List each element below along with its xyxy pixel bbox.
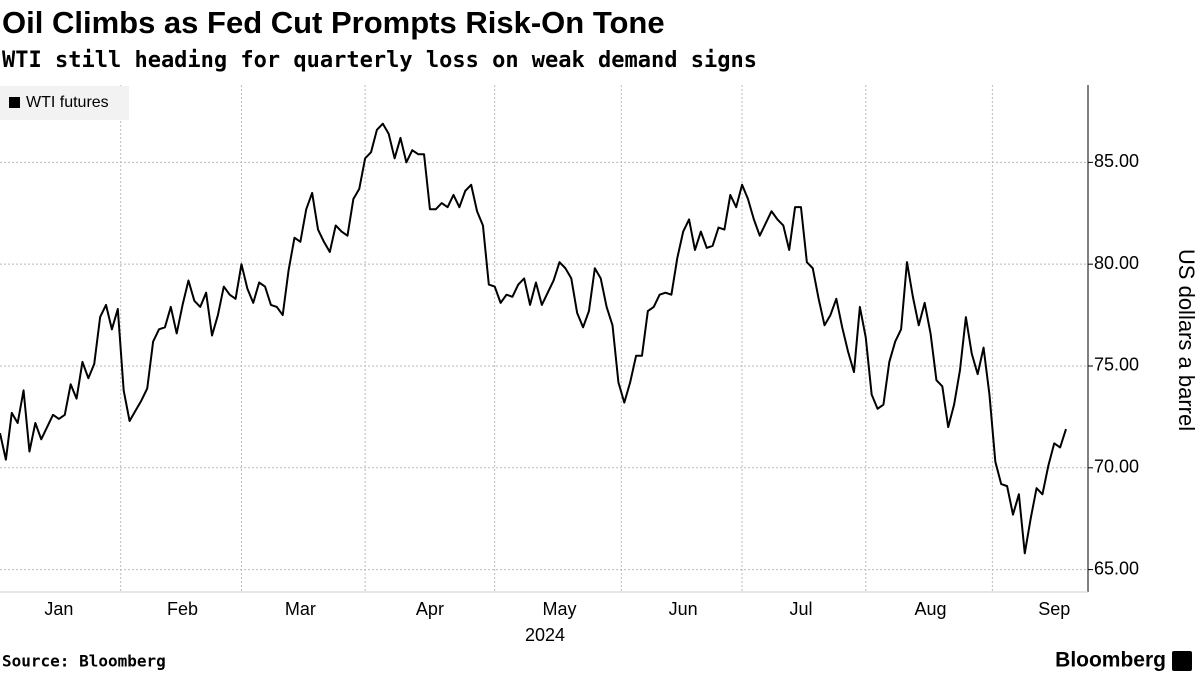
x-tick-label: Aug (915, 599, 947, 619)
chart-subtitle: WTI still heading for quarterly loss on … (2, 48, 757, 73)
x-tick-label: Jun (669, 599, 698, 619)
legend-box (0, 86, 129, 120)
x-tick-label: Jan (44, 599, 73, 619)
data-line (0, 122, 1067, 555)
y-tick-label: 70.00 (1094, 457, 1139, 477)
logo-icon (1172, 651, 1192, 671)
x-axis-label: 2024 (525, 625, 565, 645)
chart-title: Oil Climbs as Fed Cut Prompts Risk-On To… (2, 5, 665, 40)
plot-area: 65.00 70.00 75.00 80.00 85.00 Jan Feb Mar Apr May… (0, 85, 1139, 619)
x-tick-label: Mar (285, 599, 316, 619)
x-tick-label: Sep (1038, 599, 1070, 619)
y-axis-label: US dollars a barrel (1174, 249, 1199, 431)
y-tick-label: 65.00 (1094, 558, 1139, 578)
legend-swatch (9, 97, 20, 108)
x-tick-label: Feb (167, 599, 198, 619)
x-tick-label: Apr (416, 599, 444, 619)
y-tick-label: 75.00 (1094, 355, 1139, 375)
y-tick-label: 85.00 (1094, 151, 1139, 171)
y-tick-label: 80.00 (1094, 253, 1139, 273)
source: Source: Bloomberg (2, 652, 166, 671)
x-tick-label: Jul (789, 599, 812, 619)
logo: Bloomberg (1055, 649, 1166, 672)
x-tick-label: May (542, 599, 576, 619)
legend-label: WTI futures (26, 94, 109, 111)
